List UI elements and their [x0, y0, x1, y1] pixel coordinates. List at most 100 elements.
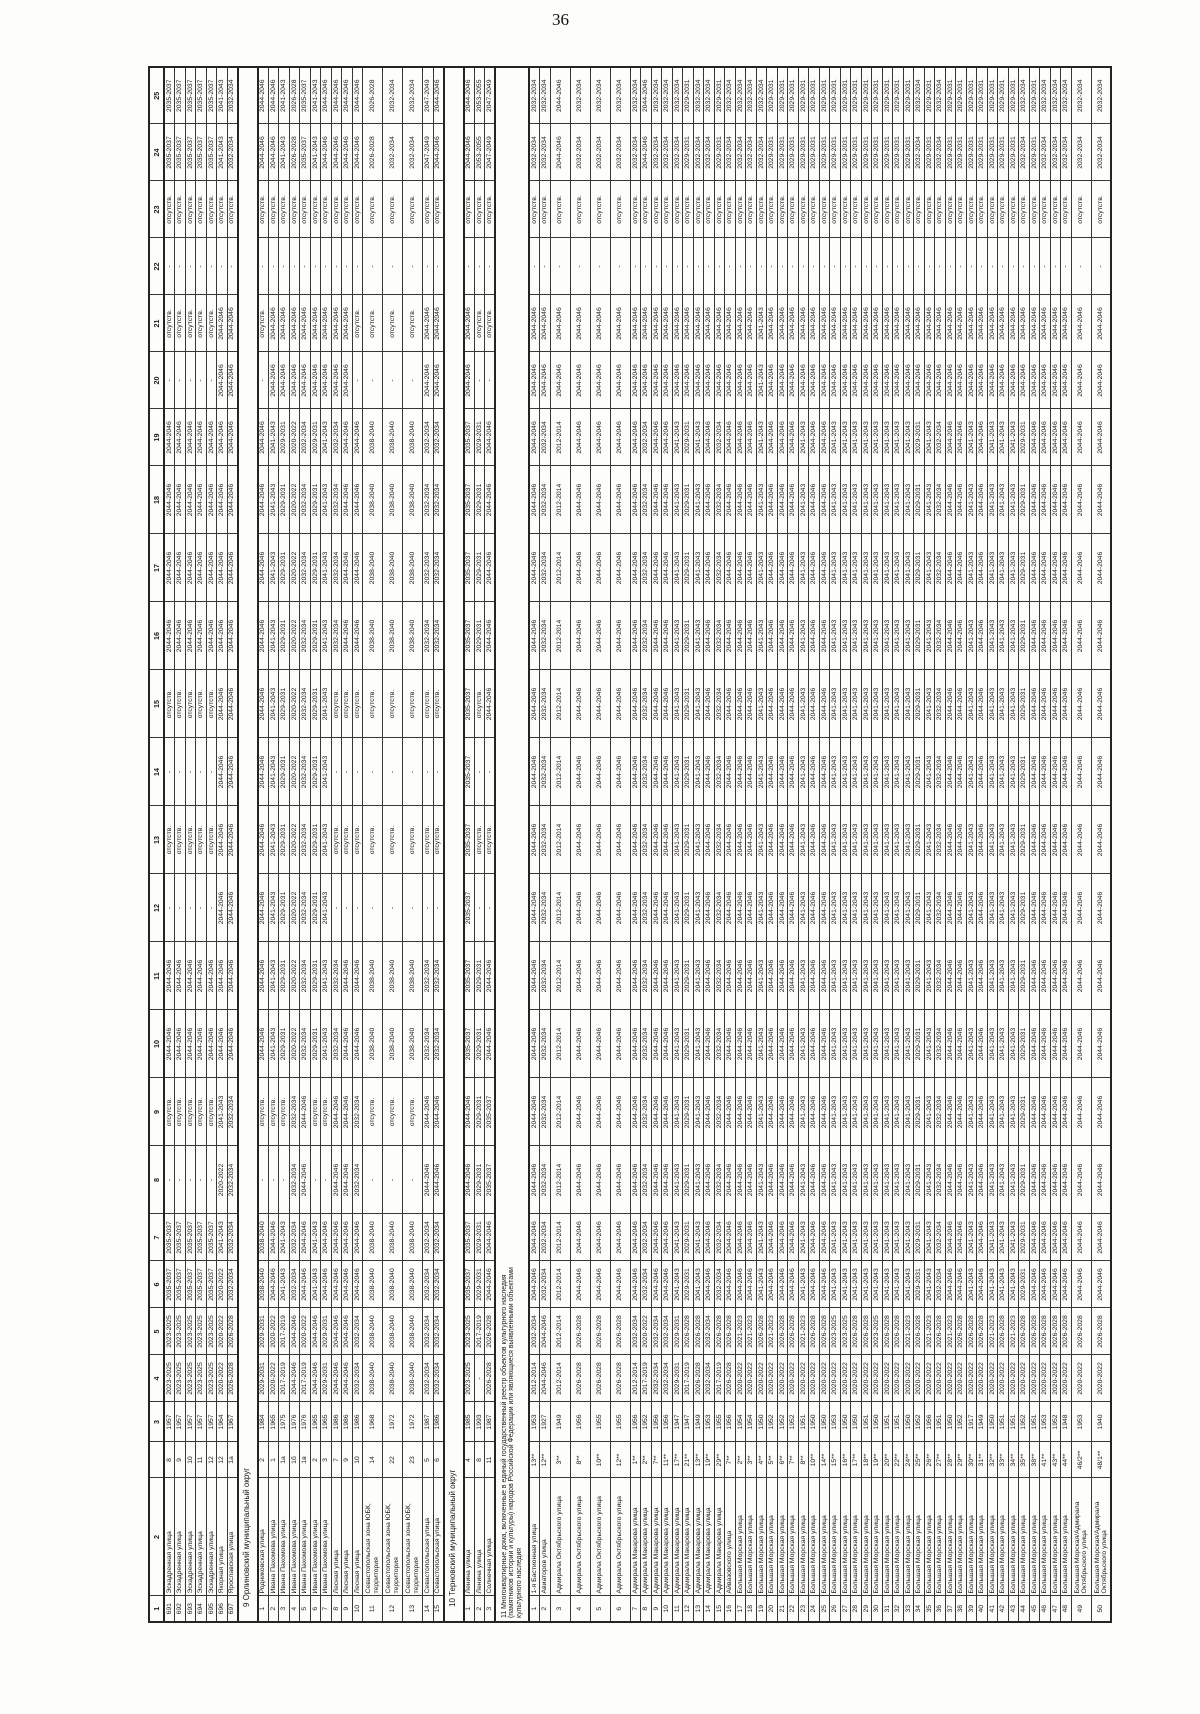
period-cell: 2041-2043 [850, 806, 861, 874]
period-cell: 2032-2034 [1091, 124, 1111, 181]
period-cell: 2041-2043 [987, 942, 998, 1010]
period-cell: 2044-2046 [195, 1010, 206, 1078]
period-cell: 2044-2046 [331, 67, 342, 124]
period-cell: 2041-2043 [840, 670, 851, 738]
period-cell: - [714, 238, 725, 295]
table-row: 2 Ивана Пахомова улица 1 1965 2020-2022 2020-… [268, 67, 279, 1622]
column-number: 3 [149, 1402, 164, 1442]
period-cell: 2029-2031 [682, 67, 693, 124]
period-cell: 2035-2037 [164, 124, 175, 181]
period-cell: 2032-2034 [714, 1078, 725, 1146]
period-cell: 2044-2046 [735, 874, 746, 942]
period-cell: 2047-2049 [422, 124, 433, 181]
period-cell: 2029-2031 [474, 1078, 485, 1146]
period-cell: 2029-2031 [714, 124, 725, 181]
period-cell: 2038-2040 [382, 1214, 403, 1261]
period-cell: 2041-2043 [798, 738, 809, 806]
period-cell: 2029-2031 [871, 124, 882, 181]
period-cell: 2041-2043 [924, 738, 935, 806]
period-cell: 2012-2014 [550, 1355, 570, 1402]
period-cell: 2044-2046 [1029, 942, 1040, 1010]
year-built-cell: 1957 [185, 1402, 196, 1442]
period-cell: 2026-2028 [861, 1308, 872, 1355]
period-cell: 2032-2034 [1071, 124, 1091, 181]
period-cell: 2044-2046 [463, 124, 474, 181]
period-cell: 2044-2046 [227, 942, 238, 1010]
period-cell: 2029-2031 [682, 942, 693, 1010]
street-name-cell: Солнечная улица [484, 1478, 495, 1596]
period-cell: 2032-2034 [227, 67, 238, 124]
period-cell: 2044-2046 [185, 942, 196, 1010]
period-cell: 2044-2046 [955, 670, 966, 738]
period-cell: 2044-2046 [903, 295, 914, 352]
period-cell: 2044-2046 [570, 534, 590, 602]
row-number-cell: 36 [934, 1596, 945, 1622]
period-cell: - [382, 874, 403, 942]
period-cell: 2012-2014 [550, 1308, 570, 1355]
period-cell: - [484, 738, 495, 806]
period-cell: - [882, 238, 893, 295]
period-cell: 2044-2046 [1050, 409, 1061, 466]
period-cell: 2029-2031 [278, 874, 289, 942]
period-cell: отсутств. [590, 181, 610, 238]
year-built-cell: 1985 [463, 1402, 474, 1442]
period-cell: 2029-2031 [766, 124, 777, 181]
period-cell: 2020-2022 [216, 1355, 227, 1402]
period-cell: 2032-2034 [289, 1261, 300, 1308]
period-cell: 2032-2034 [433, 1355, 444, 1402]
row-number-cell: 694 [195, 1596, 206, 1622]
table-row: 3 Ивана Пахомова улица 1а 1975 2017-2019 2017… [278, 67, 289, 1622]
period-cell: отсутств. [320, 1078, 331, 1146]
street-name-cell: Эскадренная улица [185, 1478, 196, 1596]
period-cell: 2044-2046 [484, 466, 495, 534]
period-cell: - [976, 238, 987, 295]
period-cell: 2029-2031 [924, 67, 935, 124]
period-cell: 2032-2034 [714, 409, 725, 466]
period-cell: отсутств. [174, 295, 185, 352]
period-cell: - [433, 738, 444, 806]
row-number-cell: 3 [484, 1596, 495, 1622]
period-cell: 2038-2040 [362, 1355, 383, 1402]
period-cell: 2044-2046 [590, 738, 610, 806]
period-cell: 2041-2043 [892, 409, 903, 466]
period-cell: 2044-2046 [1060, 466, 1071, 534]
period-cell: 2035-2037 [299, 67, 310, 124]
period-cell: 2044-2046 [808, 942, 819, 1010]
period-cell: 2044-2046 [798, 295, 809, 352]
period-cell: 2044-2046 [661, 1078, 672, 1146]
period-cell: 2041-2043 [268, 874, 279, 942]
table-row: 2 Авиаторов улица 12** 1927 2044-2046 2044-20… [539, 67, 550, 1622]
period-cell: 2044-2046 [724, 602, 735, 670]
period-cell: 2041-2043 [216, 1078, 227, 1146]
period-cell: 2032-2034 [661, 67, 672, 124]
street-name-cell: Большая Морская улица [1039, 1478, 1050, 1596]
period-cell: 2041-2043 [756, 352, 767, 409]
period-cell: - [185, 238, 196, 295]
period-cell: 2032-2034 [934, 1214, 945, 1261]
period-cell: 2041-2043 [987, 806, 998, 874]
period-cell: - [341, 738, 352, 806]
period-cell: отсутств. [331, 670, 342, 738]
period-cell: 2044-2046 [819, 670, 830, 738]
period-cell: 2029-2031 [913, 1010, 924, 1078]
period-cell: 2041-2043 [892, 1146, 903, 1214]
period-cell: 2041-2043 [310, 124, 321, 181]
period-cell: 2044-2046 [590, 602, 610, 670]
year-built-cell: 1965 [268, 1402, 279, 1442]
period-cell: 2044-2046 [630, 409, 641, 466]
period-cell: 2041-2043 [840, 409, 851, 466]
period-cell: 2044-2046 [808, 352, 819, 409]
period-cell: 2029-2031 [682, 738, 693, 806]
period-cell: 2032-2034 [382, 67, 403, 124]
period-cell: 2029-2031 [829, 67, 840, 124]
street-name-cell: Большая Морская улица [871, 1478, 882, 1596]
house-number-cell: 20** [882, 1442, 893, 1478]
period-cell: 2012-2014 [550, 670, 570, 738]
house-number-cell: 30** [966, 1442, 977, 1478]
period-cell: - [341, 874, 352, 942]
period-cell: - [724, 238, 735, 295]
period-cell: отсутств. [174, 670, 185, 738]
period-cell: 2032-2034 [610, 124, 630, 181]
period-cell: отсутств. [195, 181, 206, 238]
period-cell: 2044-2046 [1071, 806, 1091, 874]
